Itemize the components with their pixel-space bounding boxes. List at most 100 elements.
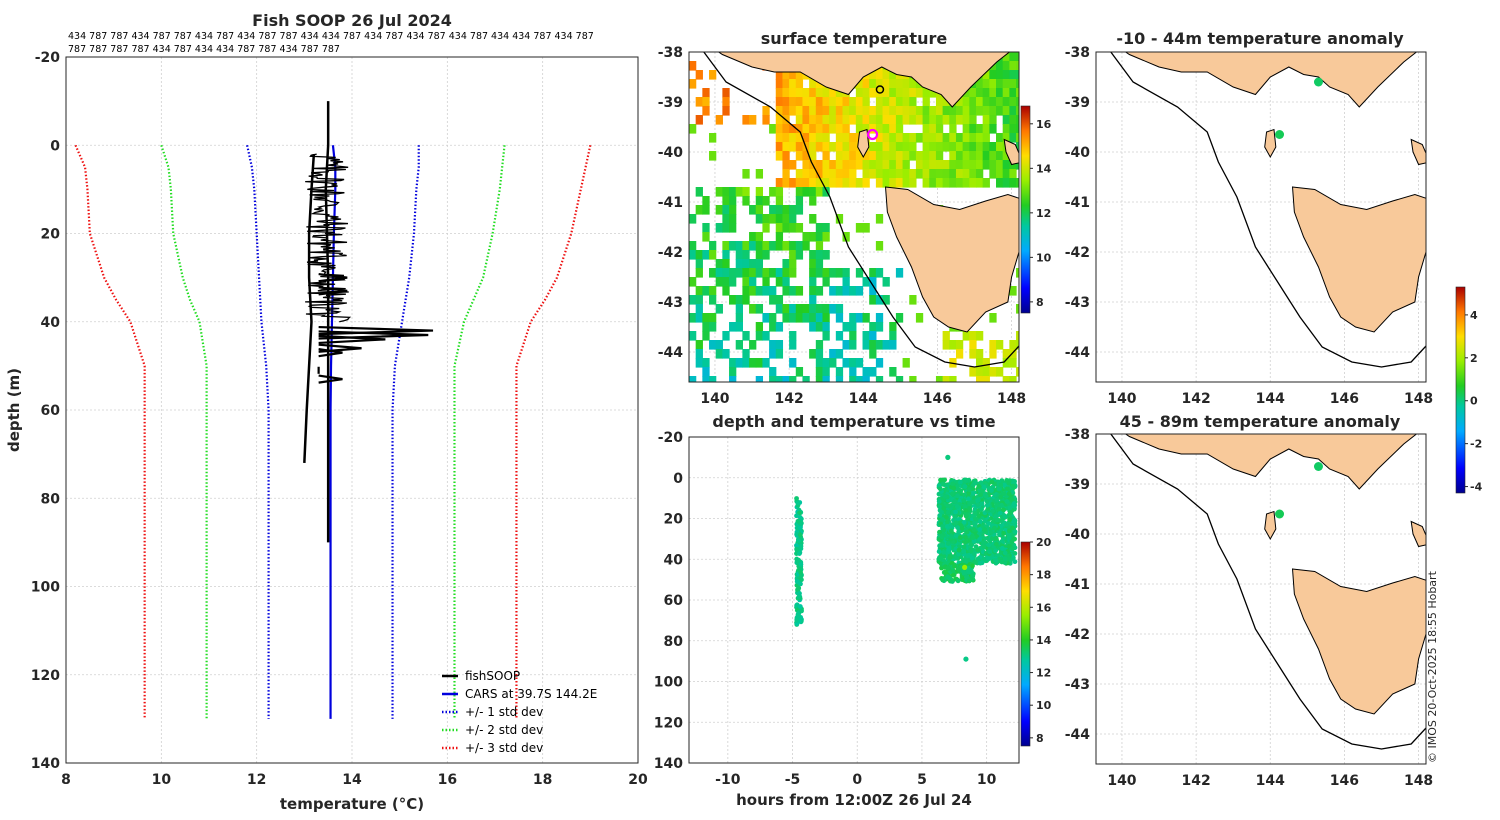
sst-cell <box>775 124 784 134</box>
sst-cell <box>875 376 884 382</box>
sst-cell <box>922 124 930 134</box>
depth-time-point <box>963 508 969 513</box>
anomaly-deep-xtick-label: 144 <box>1256 773 1285 789</box>
sst-cell <box>1016 88 1019 98</box>
sst-cell <box>1002 70 1010 80</box>
sst-cell <box>869 169 877 179</box>
depth-time-point <box>968 542 974 547</box>
sst-cell <box>769 340 777 350</box>
sst-cell <box>949 106 957 116</box>
sst-cell <box>975 79 984 89</box>
sst-cell <box>815 187 824 197</box>
depth-time-point <box>1009 496 1015 502</box>
depth-time-point <box>797 532 803 538</box>
sst-cell <box>1009 178 1017 188</box>
sst-cell <box>875 160 884 170</box>
depth-time-point <box>994 517 1000 523</box>
sst-cell <box>735 340 743 350</box>
sst-cell <box>996 106 1004 116</box>
sst-cell <box>822 277 830 287</box>
sst-cell <box>842 232 850 242</box>
sst-cell <box>775 295 784 305</box>
sst-cell <box>762 277 770 287</box>
anomaly-shallow-xtick-label: 144 <box>1256 391 1285 407</box>
sst-cell <box>815 250 824 260</box>
depth-time-point <box>984 502 990 508</box>
sst-cell <box>955 142 964 152</box>
sst-cell <box>855 151 864 161</box>
sst-cell <box>795 79 804 89</box>
anomaly-shallow-title: -10 - 44m temperature anomaly <box>1116 29 1404 48</box>
sst-xtick-label: 140 <box>700 391 729 407</box>
sst-cell <box>996 70 1004 80</box>
sst-cell <box>849 142 857 152</box>
sst-cell <box>789 313 797 323</box>
sst-cell <box>775 322 784 332</box>
sst-cell <box>1009 106 1017 116</box>
sst-cell <box>762 223 770 233</box>
depth-time-point <box>1006 535 1012 541</box>
sst-cell <box>862 331 870 341</box>
sst-cell <box>782 124 790 134</box>
depth-time-point <box>954 555 959 561</box>
sst-cell <box>795 367 804 377</box>
depth-time-point <box>986 521 992 527</box>
sst-cell <box>1016 79 1019 89</box>
sst-cell <box>902 178 910 188</box>
sst-cell <box>889 124 897 134</box>
sst-cell <box>909 115 917 125</box>
depth-time-point <box>992 525 997 531</box>
sst-cell <box>809 295 817 305</box>
sst-cell <box>709 268 717 278</box>
depth-time-point <box>978 492 984 498</box>
sst-cell <box>935 106 944 116</box>
sst-cell <box>882 70 890 80</box>
depth-time-point <box>970 535 976 541</box>
sst-cell <box>969 169 977 179</box>
sst-cell <box>842 178 850 188</box>
depth-time-xtick-label: 0 <box>852 772 862 788</box>
sst-cell <box>915 115 924 125</box>
profile-ytick-label: 120 <box>31 668 60 684</box>
depth-time-point <box>976 484 982 489</box>
sst-cell <box>855 160 864 170</box>
depth-time-point <box>937 556 942 562</box>
sst-cell <box>782 214 790 224</box>
depth-time-point <box>946 546 952 552</box>
sst-cell <box>942 376 950 382</box>
depth-time-ytick-label: 100 <box>654 675 683 691</box>
sst-cell <box>815 349 824 359</box>
sst-cell <box>902 133 910 143</box>
sst-cell <box>875 214 884 224</box>
sst-cell <box>709 322 717 332</box>
sst-cell <box>742 277 750 287</box>
sst-cell <box>829 142 837 152</box>
sst-cell <box>789 340 797 350</box>
sst-cell <box>996 61 1004 71</box>
depth-time-point <box>798 543 804 549</box>
depth-time-point <box>957 535 963 540</box>
credit-text: © IMOS 20-Oct-2025 18:55 Hobart <box>1426 570 1439 763</box>
sst-cell <box>789 178 797 188</box>
sst-cell <box>942 142 950 152</box>
sst-cell <box>849 322 857 332</box>
sst-cell <box>789 304 797 314</box>
legend-label: +/- 3 std dev <box>465 741 543 755</box>
sst-cell <box>835 304 844 314</box>
sst-cell <box>755 250 764 260</box>
sst-cell <box>875 133 884 143</box>
sst-cell <box>815 88 824 98</box>
sst-cell <box>969 340 977 350</box>
depth-time-point <box>961 498 967 504</box>
depth-time-point <box>984 499 990 504</box>
sst-cell <box>942 169 950 179</box>
sst-cell <box>795 115 804 125</box>
sst-cell <box>795 97 804 107</box>
sst-cell <box>895 88 904 98</box>
sst-cell <box>709 340 717 350</box>
sst-cell <box>835 133 844 143</box>
sst-cell <box>875 268 884 278</box>
sst-cell <box>935 160 944 170</box>
sst-cell <box>875 79 884 89</box>
depth-time-point <box>994 497 1000 503</box>
